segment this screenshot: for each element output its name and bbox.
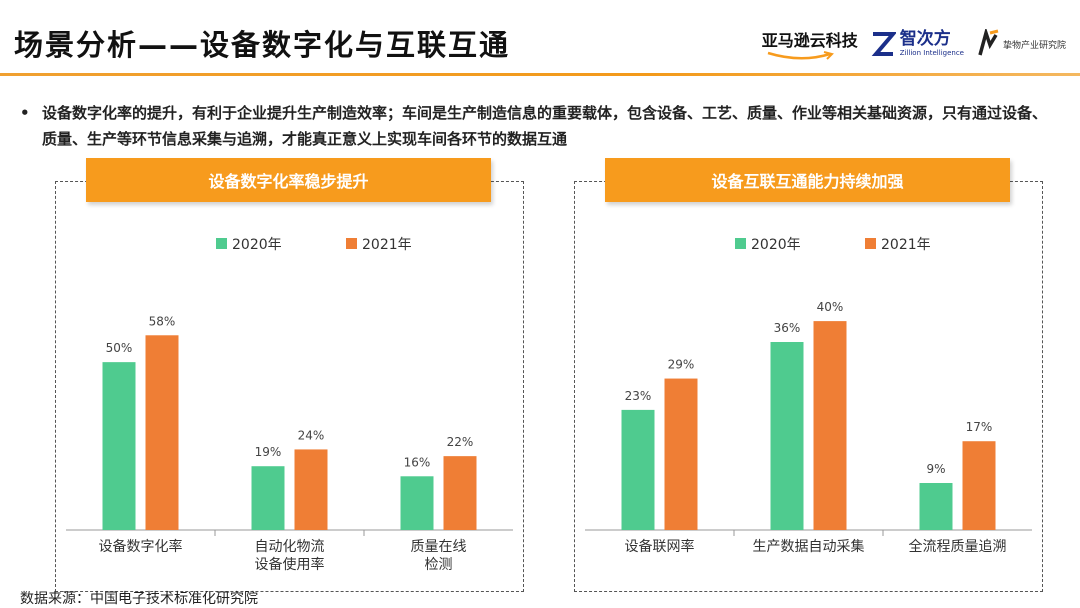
lw-mark-icon	[978, 29, 999, 56]
bar-0-0-1	[145, 335, 179, 530]
legend-label-0: 2020年	[232, 237, 282, 253]
bar-0-1-1	[294, 449, 328, 530]
bar-0-1-0	[251, 466, 285, 530]
bar-0-2-0	[400, 476, 434, 530]
data-label: 22%	[447, 435, 474, 449]
category-label: 设备联网率	[625, 538, 695, 555]
bullet-dot-icon: •	[20, 104, 30, 122]
data-label: 23%	[625, 389, 652, 403]
category-label: 质量在线	[411, 539, 467, 555]
legend-swatch-0	[735, 238, 746, 249]
summary-text: 设备数字化率的提升，有利于企业提升生产制造效率；车间是生产制造信息的重要载体，包…	[42, 104, 1048, 148]
category-label: 自动化物流	[255, 539, 325, 555]
data-label: 29%	[668, 358, 695, 372]
data-label: 40%	[817, 300, 844, 314]
data-label: 19%	[255, 445, 282, 459]
data-label: 58%	[149, 314, 176, 328]
legend-label-1: 2021年	[362, 237, 412, 253]
lw-logo: 挚物产业研究院	[976, 29, 1066, 59]
page-title: 场景分析——设备数字化与互联互通	[14, 28, 511, 62]
lw-logo-text: 挚物产业研究院	[1002, 40, 1066, 51]
data-label: 16%	[404, 455, 431, 469]
legend-label-0: 2020年	[751, 237, 801, 253]
data-label: 9%	[926, 462, 945, 476]
data-label: 50%	[106, 341, 133, 355]
bar-1-1-1	[813, 321, 847, 530]
category-label: 全流程质量追溯	[909, 538, 1007, 555]
bar-0-2-1	[443, 456, 477, 530]
category-label: 生产数据自动采集	[753, 538, 865, 555]
data-label: 36%	[774, 321, 801, 335]
title-divider	[0, 73, 1080, 76]
category-label: 设备使用率	[255, 556, 325, 573]
zc-logo-cn: 智次方	[899, 29, 951, 49]
legend-swatch-1	[346, 238, 357, 249]
bar-0-0-0	[102, 362, 136, 530]
legend-swatch-0	[216, 238, 227, 249]
category-label: 检测	[425, 557, 453, 573]
legend-swatch-1	[865, 238, 876, 249]
bar-1-1-0	[770, 342, 804, 530]
category-label: 设备数字化率	[99, 538, 183, 555]
right-chart-title: 设备互联互通能力持续加强	[605, 158, 1010, 202]
zcfang-logo: 智次方 Zillion Intelligence	[870, 29, 964, 59]
legend-label-1: 2021年	[881, 237, 931, 253]
zc-mark-icon	[871, 32, 896, 56]
zc-logo-en: Zillion Intelligence	[899, 49, 964, 57]
amazon-logo-text: 亚马逊云科技	[761, 31, 858, 50]
bar-1-0-0	[621, 409, 655, 530]
summary-bullet: • 设备数字化率的提升，有利于企业提升生产制造效率；车间是生产制造信息的重要载体…	[20, 100, 1060, 152]
logo-group: 亚马逊云科技 智次方 Zillion Intelligence 挚物产业研究院	[762, 20, 1066, 68]
bar-1-0-1	[664, 378, 698, 530]
bar-1-2-0	[919, 483, 953, 530]
data-source: 数据来源：中国电子技术标准化研究院	[20, 591, 258, 607]
amazon-logo: 亚马逊云科技	[762, 27, 858, 61]
data-label: 17%	[966, 420, 993, 434]
right-bar-chart: 2020年 2021年 23% 29% 设备联网率 36% 40% 生产数据自动采集 9% 17%…	[585, 237, 1032, 555]
left-chart-title: 设备数字化率稳步提升	[86, 158, 491, 202]
smile-arrow-icon	[767, 51, 834, 60]
data-label: 24%	[298, 428, 325, 442]
bar-1-2-1	[962, 441, 996, 530]
